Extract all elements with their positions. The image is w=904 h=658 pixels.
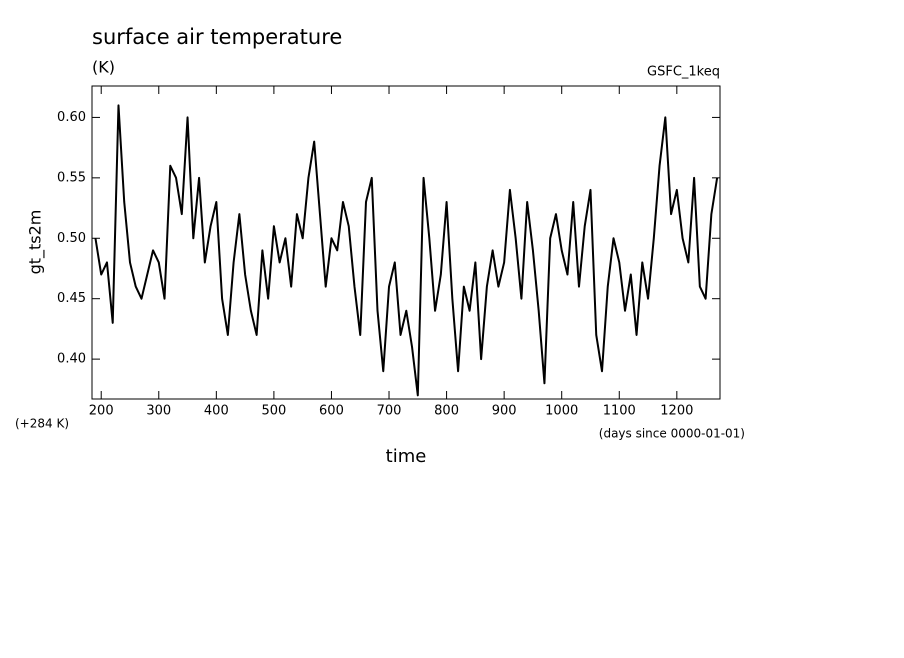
x-axis-title: time xyxy=(386,446,427,467)
y-tick-label: 0.50 xyxy=(57,231,86,246)
plot-frame xyxy=(91,85,721,400)
y-tick-label: 0.40 xyxy=(57,352,86,367)
x-tick-label: 1100 xyxy=(603,404,636,419)
data-line xyxy=(94,104,719,397)
x-tick-label: 1200 xyxy=(660,404,693,419)
x-unit-label: (days since 0000-01-01) xyxy=(599,427,745,441)
y-axis-title: gt_ts2m xyxy=(26,210,46,275)
chart-title: surface air temperature xyxy=(92,25,342,49)
x-tick-label: 400 xyxy=(204,404,229,419)
y-tick-label: 0.45 xyxy=(57,291,86,306)
x-tick-label: 700 xyxy=(377,404,402,419)
x-tick-label: 500 xyxy=(261,404,286,419)
y-tick-label: 0.60 xyxy=(57,110,86,125)
x-tick-label: 1000 xyxy=(545,404,578,419)
y-offset-label: (+284 K) xyxy=(15,417,69,431)
x-tick-label: 200 xyxy=(89,404,114,419)
x-tick-label: 900 xyxy=(492,404,517,419)
x-tick-label: 600 xyxy=(319,404,344,419)
x-tick-label: 800 xyxy=(434,404,459,419)
annotation: GSFC_1keq xyxy=(647,65,720,80)
y-tick-label: 0.55 xyxy=(57,170,86,185)
x-tick-label: 300 xyxy=(146,404,171,419)
chart-subtitle: (K) xyxy=(92,58,115,77)
